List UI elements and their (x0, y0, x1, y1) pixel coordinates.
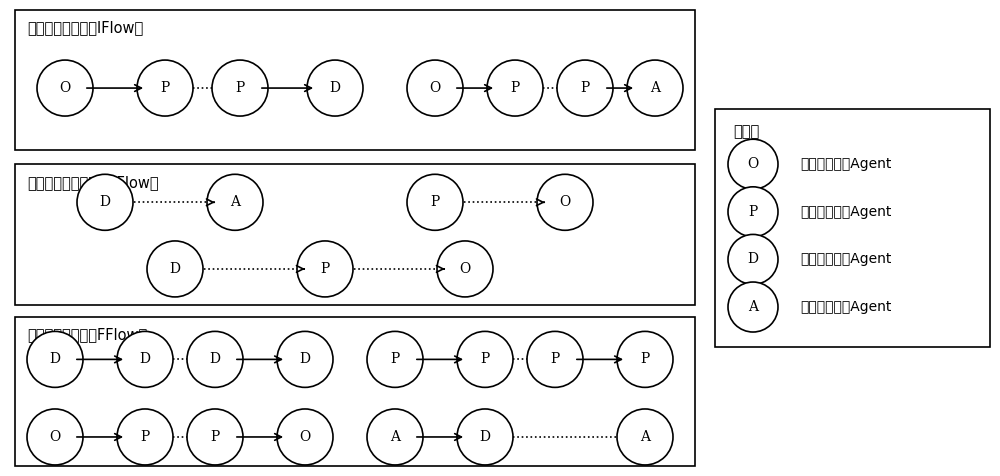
Ellipse shape (367, 331, 423, 387)
Text: P: P (160, 81, 170, 95)
Ellipse shape (277, 331, 333, 387)
Ellipse shape (728, 282, 778, 332)
Text: 指控信息流模体（C2Flow）: 指控信息流模体（C2Flow） (27, 175, 159, 190)
Text: 情报获取单元Agent: 情报获取单元Agent (800, 157, 891, 171)
Ellipse shape (137, 60, 193, 116)
Ellipse shape (297, 241, 353, 297)
Text: P: P (430, 195, 440, 209)
Text: D: D (330, 81, 340, 95)
Text: A: A (640, 430, 650, 444)
Ellipse shape (627, 60, 683, 116)
Ellipse shape (367, 409, 423, 465)
Text: P: P (748, 205, 758, 219)
Ellipse shape (617, 409, 673, 465)
Ellipse shape (437, 241, 493, 297)
Text: P: P (550, 352, 560, 367)
Text: P: P (580, 81, 590, 95)
Ellipse shape (407, 174, 463, 230)
Ellipse shape (27, 409, 83, 465)
Ellipse shape (117, 409, 173, 465)
Ellipse shape (728, 187, 778, 237)
Text: D: D (170, 262, 180, 276)
Ellipse shape (407, 60, 463, 116)
Ellipse shape (277, 409, 333, 465)
Ellipse shape (27, 331, 83, 387)
Ellipse shape (307, 60, 363, 116)
Ellipse shape (487, 60, 543, 116)
Text: A: A (650, 81, 660, 95)
Text: D: D (140, 352, 150, 367)
Text: O: O (429, 81, 441, 95)
Ellipse shape (147, 241, 203, 297)
Ellipse shape (728, 139, 778, 189)
Ellipse shape (207, 174, 263, 230)
Text: P: P (510, 81, 520, 95)
Text: 情报处理单元Agent: 情报处理单元Agent (800, 205, 891, 219)
Text: P: P (140, 430, 150, 444)
Text: 情报信息流模体（IFlow）: 情报信息流模体（IFlow） (27, 20, 143, 35)
Bar (715, 109, 990, 347)
Ellipse shape (187, 409, 243, 465)
Ellipse shape (37, 60, 93, 116)
Text: P: P (480, 352, 490, 367)
Ellipse shape (457, 331, 513, 387)
Text: P: P (235, 81, 245, 95)
Bar (15, 164, 695, 305)
Text: O: O (747, 157, 759, 171)
Ellipse shape (117, 331, 173, 387)
Ellipse shape (457, 409, 513, 465)
Text: 决策控制单元Agent: 决策控制单元Agent (800, 252, 891, 267)
Text: P: P (390, 352, 400, 367)
Ellipse shape (187, 331, 243, 387)
Text: P: P (210, 430, 220, 444)
Text: O: O (299, 430, 311, 444)
Bar (15, 10, 695, 150)
Text: O: O (59, 81, 71, 95)
Ellipse shape (77, 174, 133, 230)
Ellipse shape (617, 331, 673, 387)
Text: 响应执行单元Agent: 响应执行单元Agent (800, 300, 891, 314)
Ellipse shape (557, 60, 613, 116)
Text: A: A (230, 195, 240, 209)
Text: O: O (459, 262, 471, 276)
Text: D: D (480, 430, 490, 444)
Text: 图例：: 图例： (733, 124, 759, 139)
Ellipse shape (212, 60, 268, 116)
Text: D: D (210, 352, 220, 367)
Text: D: D (50, 352, 60, 367)
Bar (15, 317, 695, 466)
Ellipse shape (537, 174, 593, 230)
Text: D: D (100, 195, 110, 209)
Text: D: D (300, 352, 310, 367)
Text: O: O (49, 430, 61, 444)
Text: A: A (748, 300, 758, 314)
Text: A: A (390, 430, 400, 444)
Text: 协同信息流模体（FFlow）: 协同信息流模体（FFlow） (27, 327, 147, 342)
Text: P: P (320, 262, 330, 276)
Ellipse shape (728, 234, 778, 285)
Text: P: P (640, 352, 650, 367)
Ellipse shape (527, 331, 583, 387)
Text: D: D (748, 252, 759, 267)
Text: O: O (559, 195, 571, 209)
